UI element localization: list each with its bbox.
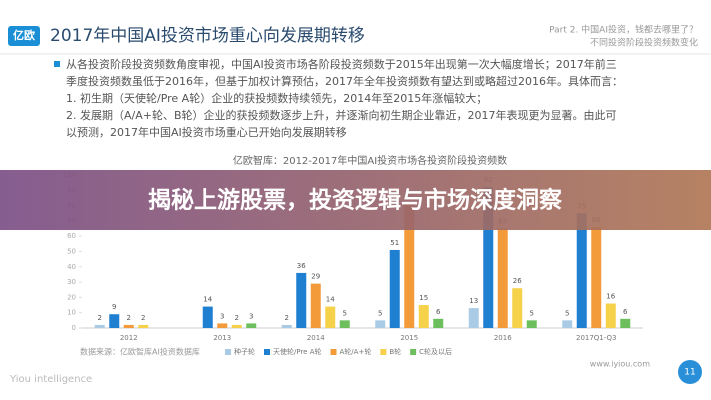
legend-swatch [330, 349, 337, 355]
legend-label: 天使轮/Pre A轮 [273, 347, 322, 356]
bar [246, 323, 257, 328]
legend-label: C轮及以后 [419, 347, 452, 356]
bar [231, 324, 242, 328]
bar [483, 187, 494, 328]
y-tick-label: 40 [67, 263, 76, 271]
bar [339, 320, 350, 328]
bar [497, 228, 508, 328]
data-label: 15 [419, 294, 428, 302]
y-tick-label: 0 [72, 324, 76, 332]
legend-swatch [410, 349, 417, 355]
part-label: Part 2. 中国AI投资，钱都去哪里了？ [549, 24, 698, 36]
bar [576, 213, 587, 328]
bullet [54, 61, 60, 67]
body-line: 以预测，2017年中国AI投资市场重心已开始向发展期转移 [66, 125, 347, 139]
x-tick-label: 2012 [120, 334, 138, 342]
bar [591, 227, 602, 328]
data-label: 5 [343, 309, 347, 317]
page-number: 11 [684, 368, 695, 378]
data-label: 13 [469, 297, 478, 305]
bar [310, 283, 321, 328]
legend-label: A轮/A+轮 [340, 347, 372, 356]
y-tick-label: 20 [67, 293, 76, 301]
chart: 0102030405060708090100201229222013143232… [63, 171, 643, 356]
banner-layer: 揭秘上游股票，投资逻辑与市场深度洞察 [0, 170, 711, 230]
data-label: 9 [112, 303, 116, 311]
x-tick-label: 2017Q1-Q3 [576, 334, 617, 342]
bar [296, 272, 307, 328]
bar [281, 324, 292, 328]
data-label: 6 [623, 308, 628, 316]
bar [217, 323, 228, 328]
bar [605, 303, 616, 328]
y-tick-label: 10 [67, 309, 76, 317]
data-label: 2 [235, 314, 239, 322]
data-label: 26 [513, 277, 522, 285]
data-label: 5 [378, 309, 382, 317]
banner-text: 揭秘上游股票，投资逻辑与市场深度洞察 [148, 187, 563, 214]
logo-box [8, 26, 40, 46]
body-line: 从各投资阶段投资频数角度审视，中国AI投资市场各阶段投资频数于2015年出现第一… [66, 57, 617, 71]
bar [512, 288, 523, 328]
page-badge [678, 360, 702, 384]
data-label: 3 [220, 312, 224, 320]
bar [202, 306, 213, 328]
x-tick-label: 2015 [400, 334, 418, 342]
y-tick-label: 30 [67, 278, 76, 286]
y-tick-label: 50 [67, 248, 76, 256]
data-label: 29 [311, 273, 320, 281]
chart-title: 亿欧智库：2012-2017年中国AI投资市场各投资阶段投资频数 [233, 154, 507, 167]
data-label: 14 [326, 296, 335, 304]
bar [375, 320, 386, 328]
site: www.iyiou.com [590, 360, 650, 369]
legend-swatch [264, 349, 270, 355]
data-label: 16 [606, 293, 615, 301]
body-line: 2. 发展期（A/A+轮、B轮）企业的获投频数逐步上升，并逐渐向初生期企业靠近，… [66, 108, 617, 122]
bar [562, 320, 573, 328]
slide-title: 2017年中国AI投资市场重心向发展期转移 [50, 26, 365, 46]
bar [404, 202, 415, 328]
data-label: 6 [436, 308, 441, 316]
x-tick-label: 2013 [213, 334, 231, 342]
data-label: 2 [285, 314, 289, 322]
bar [123, 324, 134, 328]
legend-swatch [225, 349, 231, 355]
bar [325, 306, 336, 328]
data-label: 2 [127, 314, 131, 322]
brand: Yiou intelligence [9, 374, 92, 385]
bar [389, 249, 400, 328]
bar [620, 318, 631, 328]
bar [138, 324, 149, 328]
data-label: 51 [390, 239, 399, 247]
legend-label: B轮 [389, 347, 401, 356]
bar [109, 314, 120, 328]
source: 数据来源：亿欧智库AI投资数据库 [80, 347, 200, 357]
y-tick-label: 60 [67, 232, 76, 240]
bar [433, 318, 444, 328]
data-label: 2 [141, 314, 145, 322]
body-line: 1. 初生期（天使轮/Pre A轮）企业的获投频数持续领先，2014年至2015… [66, 91, 487, 105]
logo: 亿欧 [13, 28, 35, 42]
legend-label: 种子轮 [234, 347, 255, 356]
body-text: 从各投资阶段投资频数角度审视，中国AI投资市场各阶段投资频数于2015年出现第一… [66, 57, 623, 139]
x-tick-label: 2016 [494, 334, 512, 342]
x-tick-label: 2014 [307, 334, 325, 342]
data-label: 5 [530, 309, 534, 317]
body-line: 季度投资频数虽低于2016年，但基于加权计算预估，2017年全年投资频数有望达到… [66, 74, 623, 88]
bar [418, 305, 429, 328]
data-label: 5 [565, 309, 569, 317]
legend-swatch [380, 349, 387, 355]
data-label: 2 [98, 314, 102, 322]
part-subtitle: 不同投资阶段投资频数变化 [590, 37, 698, 49]
banner [0, 170, 711, 230]
data-label: 14 [203, 296, 212, 304]
bar [468, 308, 479, 328]
bar [526, 320, 537, 328]
data-label: 3 [249, 312, 253, 320]
bar [94, 324, 105, 328]
data-label: 36 [297, 262, 306, 270]
